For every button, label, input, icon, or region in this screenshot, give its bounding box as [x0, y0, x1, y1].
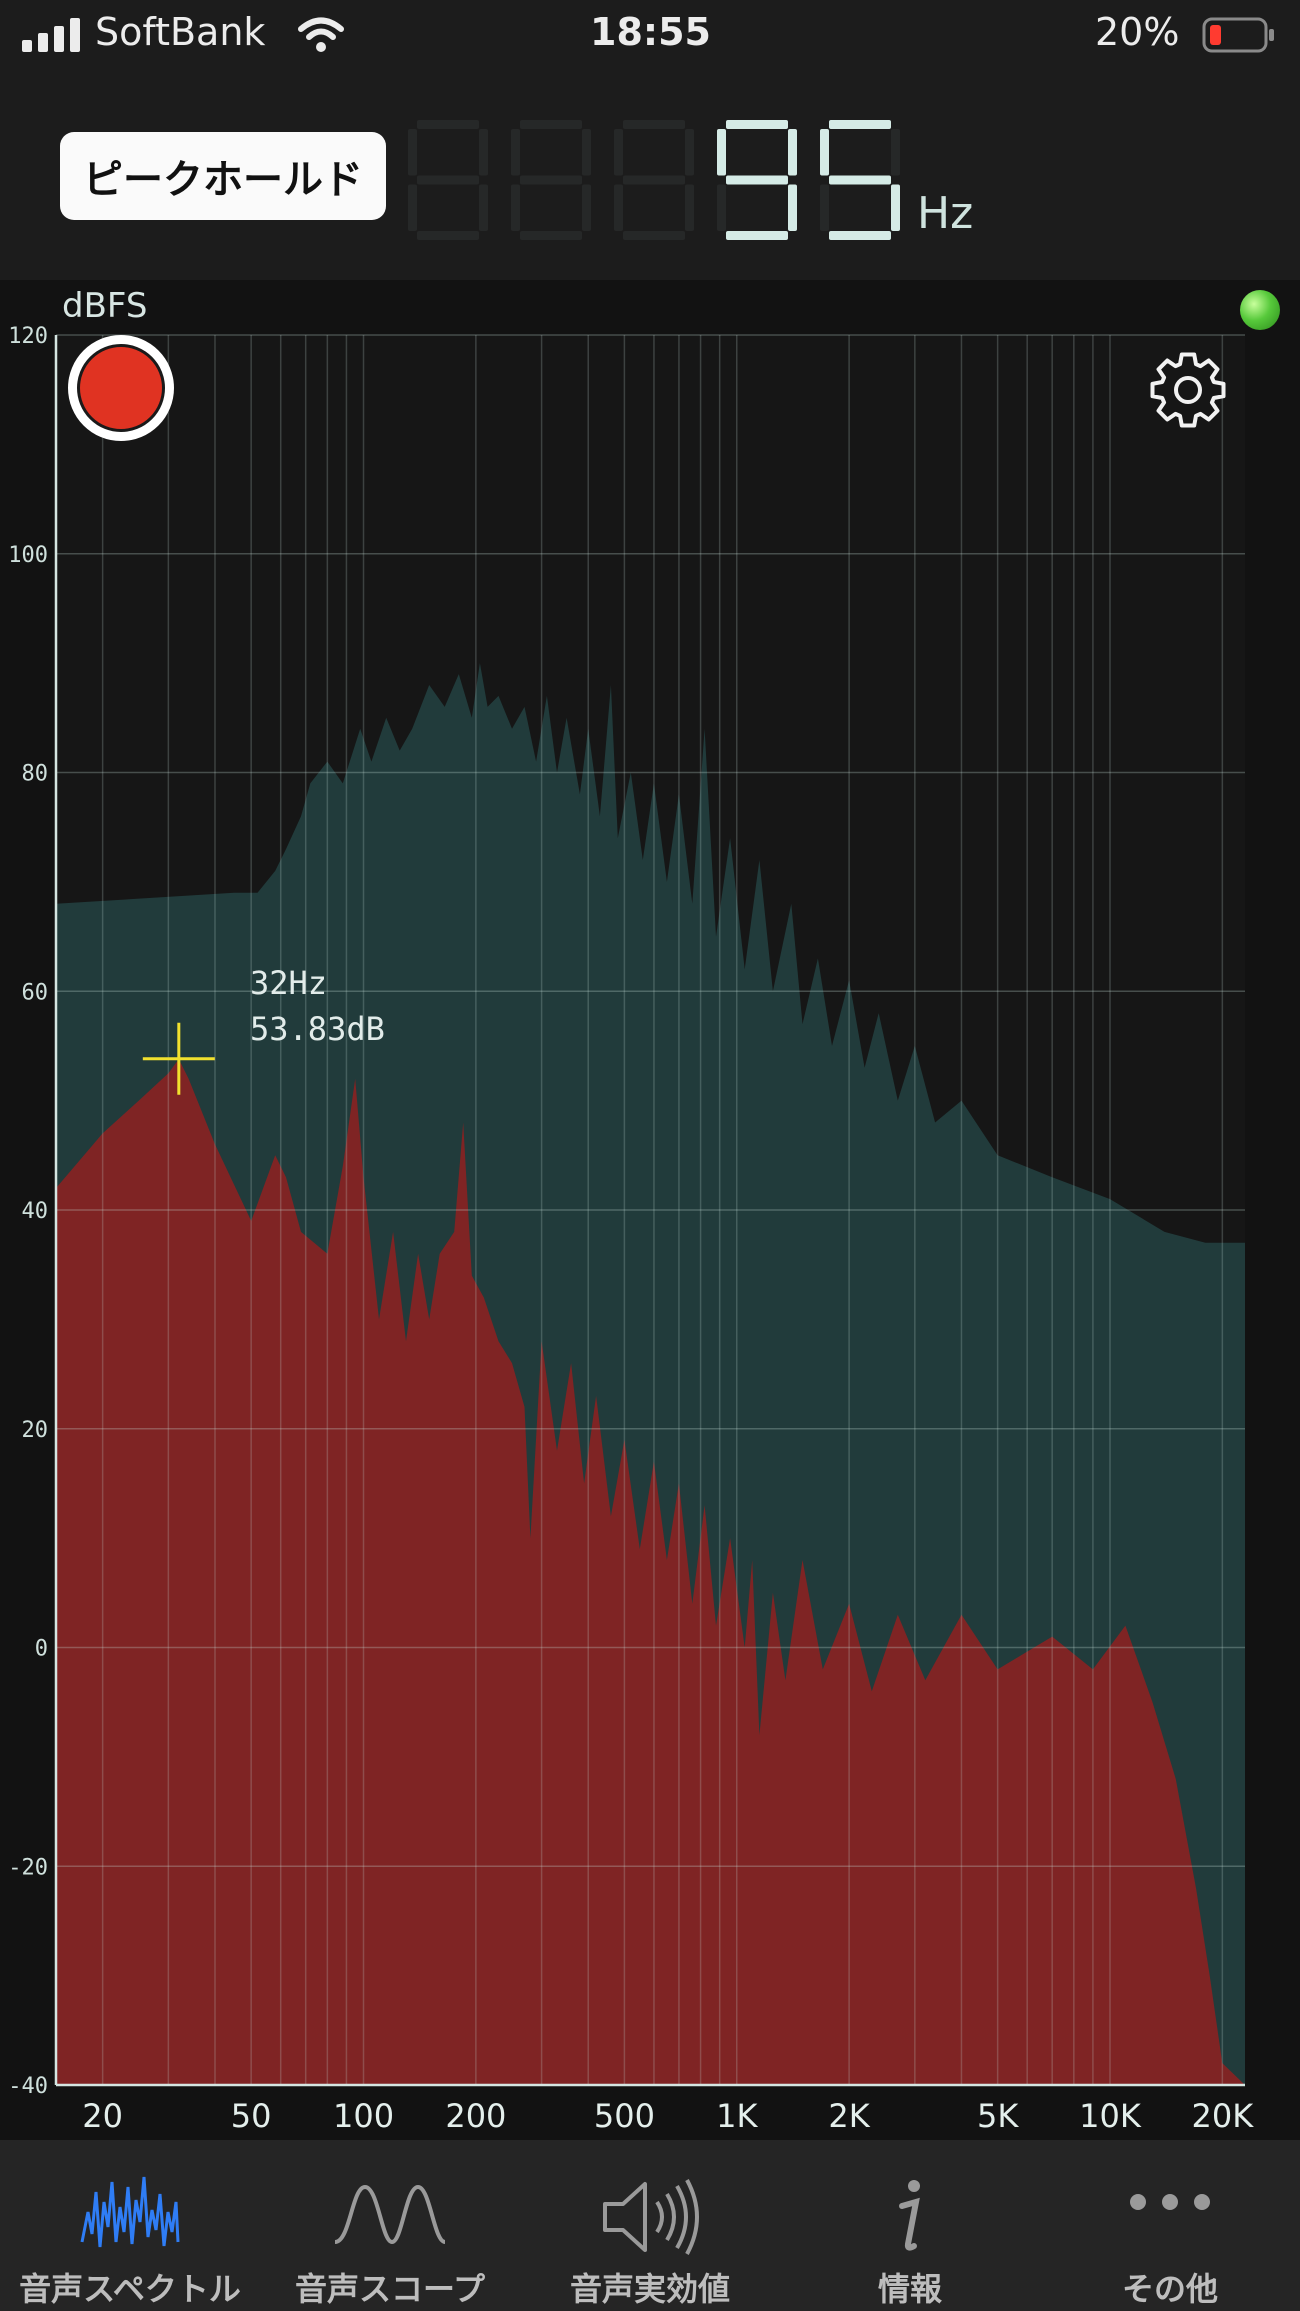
settings-gear-icon[interactable]: [1146, 348, 1230, 432]
digit-segment: [820, 184, 829, 231]
digit-segment: [726, 175, 788, 185]
carrier-name: SoftBank: [95, 10, 266, 54]
digit-segment: [685, 129, 694, 176]
digit-segment: [520, 120, 582, 129]
y-tick-label: 80: [22, 762, 49, 787]
spectrum-plot[interactable]: 120 100 80 60 40 20 0 -20 -40 20 50 100 200 500 1K 2K 5K…: [0, 280, 1300, 2140]
digit-segment: [788, 184, 797, 231]
info-icon: [899, 2180, 920, 2251]
digit-segment: [511, 129, 520, 176]
digit-segment: [891, 129, 900, 176]
y-tick-label: 120: [8, 324, 48, 349]
y-tick-label: 40: [22, 1199, 49, 1224]
cellular-signal-icon: [22, 18, 80, 52]
digit-segment: [891, 184, 900, 231]
digit-segment: [408, 184, 417, 231]
digit-segment: [623, 231, 685, 240]
digit-segment: [511, 184, 520, 231]
digit-segment: [717, 129, 726, 176]
digit-segment: [829, 120, 891, 129]
digit-segment: [479, 184, 488, 231]
cursor-crosshair: [142, 1022, 215, 1095]
y-tick-label: 0: [35, 1637, 48, 1662]
seven-segment-digit: [820, 120, 900, 240]
digit-segment: [614, 129, 623, 176]
speaker-icon: [603, 2179, 699, 2255]
x-tick-label: 500: [594, 2097, 655, 2135]
y-tick-label: 60: [22, 980, 49, 1005]
tab-label: 音声スコープ: [294, 2270, 486, 2308]
status-time: 18:55: [590, 10, 711, 54]
digit-segment: [623, 175, 685, 185]
x-tick-label: 20: [82, 2097, 123, 2135]
header: ピークホールド Hz: [0, 70, 1300, 280]
tab-label: 情報: [877, 2270, 942, 2308]
digit-segment: [726, 120, 788, 129]
digit-segment: [520, 231, 582, 240]
y-tick-label: -20: [8, 1855, 48, 1880]
digit-segment: [788, 129, 797, 176]
tab-audio-scope[interactable]: 音声スコープ: [260, 2140, 520, 2311]
digit-segment: [520, 175, 582, 185]
record-button[interactable]: [68, 335, 174, 441]
x-tick-label: 200: [445, 2097, 506, 2135]
digit-segment: [820, 129, 829, 176]
digit-segment: [829, 175, 891, 185]
digit-segment: [623, 120, 685, 129]
tab-audio-spectrum[interactable]: 音声スペクトル: [0, 2140, 260, 2311]
y-tick-label: -40: [8, 2074, 48, 2099]
digit-segment: [717, 184, 726, 231]
seven-segment-digit: [408, 120, 488, 240]
x-tick-label: 5K: [977, 2097, 1019, 2135]
tab-label: その他: [1121, 2270, 1218, 2308]
x-tick-label: 1K: [716, 2097, 758, 2135]
digit-segment: [417, 231, 479, 240]
status-bar: SoftBank 18:55 20%: [0, 0, 1300, 70]
wifi-icon: [298, 17, 344, 52]
cursor-frequency: 32Hz: [250, 964, 328, 1002]
x-tick-label: 20K: [1191, 2097, 1254, 2135]
tab-audio-rms[interactable]: 音声実効値: [520, 2140, 780, 2311]
tab-label: 音声実効値: [569, 2270, 730, 2308]
seven-segment-digit: [717, 120, 797, 240]
digit-segment: [614, 184, 623, 231]
digit-segment: [417, 120, 479, 129]
battery-icon: [1202, 17, 1274, 53]
live-spectrum-area: [56, 1059, 1245, 2085]
digit-segment: [582, 129, 591, 176]
grid: [56, 334, 1245, 2086]
status-indicator-led: [1240, 290, 1280, 330]
tab-more[interactable]: その他: [1040, 2140, 1300, 2311]
seven-segment-digit: [614, 120, 694, 240]
x-tick-label: 50: [231, 2097, 272, 2135]
battery-percentage: 20%: [1095, 10, 1180, 54]
x-tick-label: 100: [333, 2097, 394, 2135]
digit-segment: [685, 184, 694, 231]
spectrum-icon: [80, 2176, 180, 2248]
digit-segment: [479, 129, 488, 176]
digit-segment: [726, 231, 788, 240]
record-icon: [77, 344, 165, 432]
frequency-display: [408, 120, 900, 240]
cursor-readout: 32Hz 53.83dB: [250, 960, 385, 1052]
x-tick-label: 2K: [828, 2097, 870, 2135]
digit-segment: [582, 184, 591, 231]
y-axis-unit-label: dBFS: [62, 286, 148, 326]
tab-label: 音声スペクトル: [19, 2270, 241, 2308]
y-tick-label: 20: [22, 1418, 49, 1443]
tab-bar: 音声スペクトル 音声スコープ 音声実効値 情報 その他: [0, 2140, 1300, 2311]
cursor-level: 53.83dB: [250, 1010, 385, 1048]
digit-segment: [408, 129, 417, 176]
more-icon: [1130, 2194, 1210, 2210]
peak-hold-button[interactable]: ピークホールド: [60, 132, 386, 220]
seven-segment-digit: [511, 120, 591, 240]
frequency-unit: Hz: [917, 188, 974, 239]
y-tick-label: 100: [8, 543, 48, 568]
tab-info[interactable]: 情報: [780, 2140, 1040, 2311]
digit-segment: [829, 231, 891, 240]
digit-segment: [417, 175, 479, 185]
x-tick-label: 10K: [1079, 2097, 1142, 2135]
scope-wave-icon: [334, 2184, 446, 2245]
